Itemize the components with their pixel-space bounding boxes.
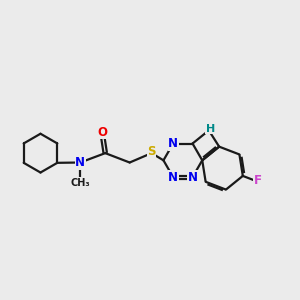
Text: N: N <box>188 171 197 184</box>
Text: S: S <box>147 145 156 158</box>
Text: H: H <box>206 124 215 134</box>
Text: N: N <box>168 137 178 150</box>
Text: N: N <box>168 171 178 184</box>
Text: CH₃: CH₃ <box>70 178 90 188</box>
Text: O: O <box>97 126 107 139</box>
Text: N: N <box>75 156 85 169</box>
Text: F: F <box>254 174 262 187</box>
